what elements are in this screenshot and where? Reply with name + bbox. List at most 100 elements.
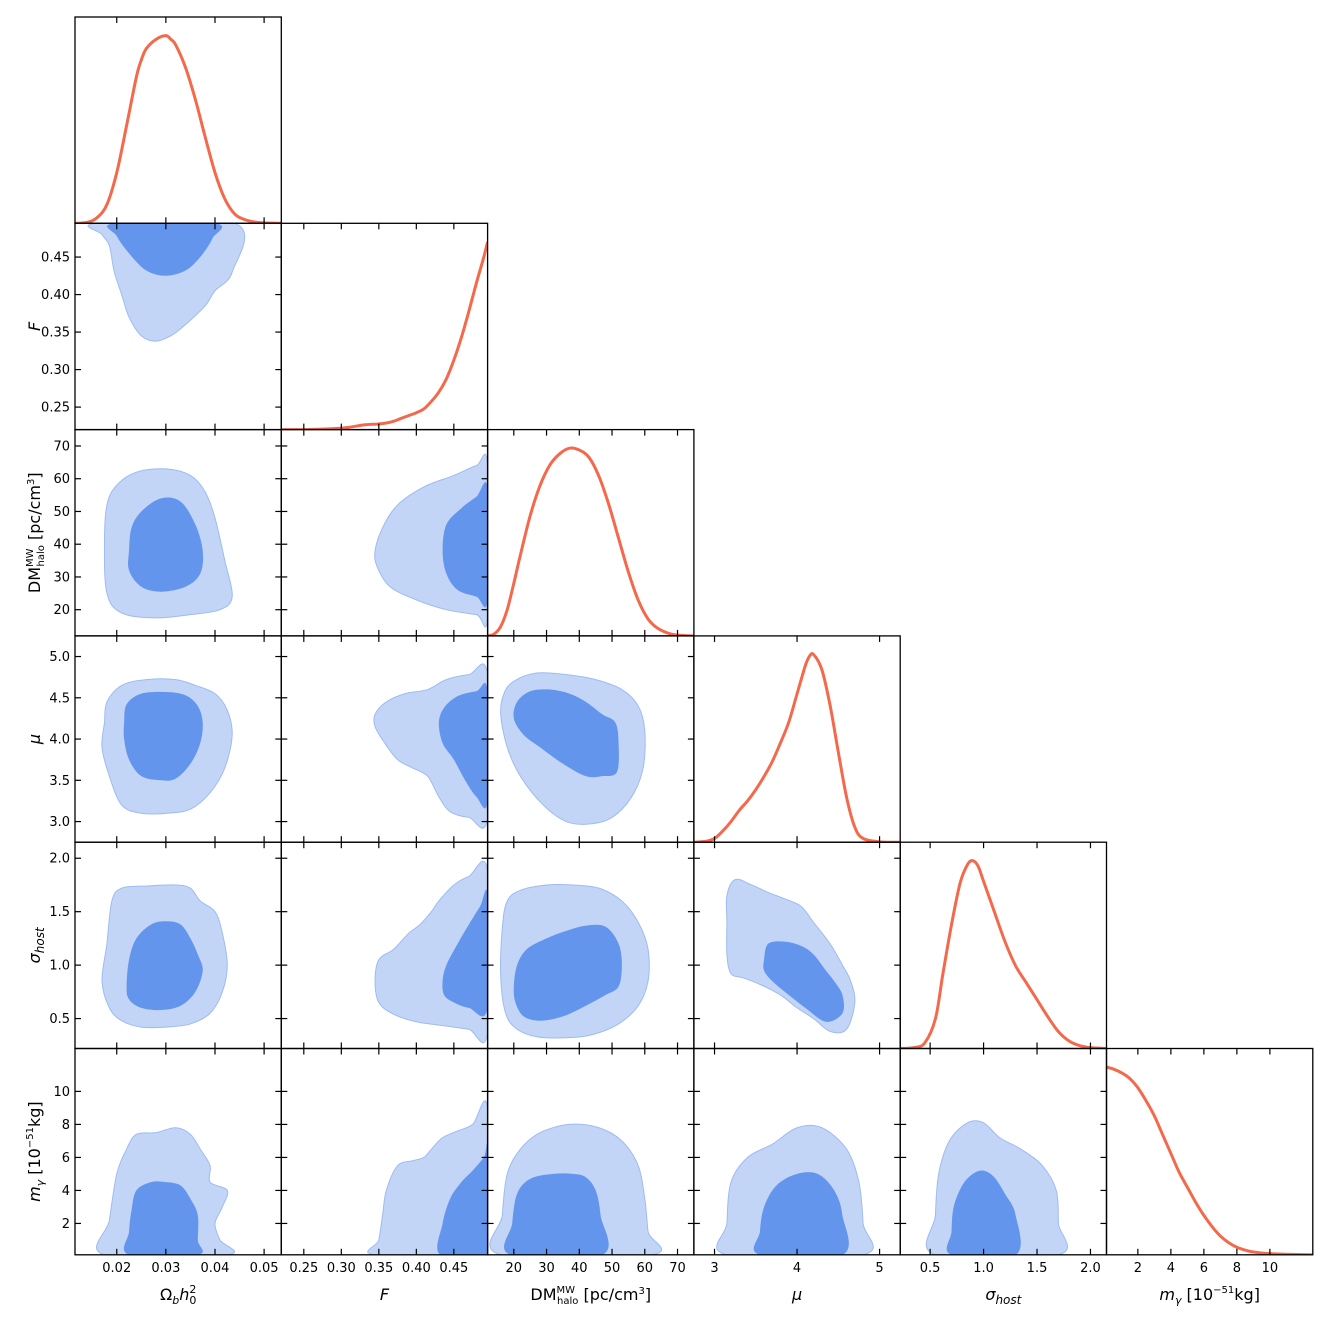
contour-inner-mgamma-sigma — [946, 1170, 1021, 1255]
x-axis-label-mu: μ — [791, 1285, 802, 1304]
marginal-panel-mgamma — [1106, 1065, 1313, 1255]
y-tick-label-sigma: 1.5 — [49, 905, 70, 920]
x-tick-label-F: 0.35 — [364, 1261, 393, 1276]
contour-panel-dm-vs-F — [374, 453, 488, 628]
y-tick-label-F: 0.30 — [41, 363, 70, 378]
contour-inner-sigma-F — [442, 889, 488, 1017]
contour-inner-mgamma-omega — [123, 1181, 203, 1255]
contour-panel-mgamma-vs-mu — [716, 1124, 874, 1255]
marginal-panel-dm — [487, 446, 694, 636]
contour-panel-sigma-vs-mu — [725, 878, 856, 1034]
contour-panel-F-vs-omega — [87, 223, 246, 342]
y-tick-label-F: 0.45 — [41, 251, 70, 266]
y-tick-label-F: 0.35 — [41, 326, 70, 341]
x-tick-label-dm: 20 — [506, 1261, 523, 1276]
contour-panel-dm-vs-omega — [103, 468, 233, 619]
panel-frame-3-3 — [693, 635, 901, 843]
contour-inner-dm-F — [442, 482, 488, 608]
contour-panel-mgamma-vs-F — [367, 1100, 488, 1255]
y-axis-label-mu: μ — [25, 734, 44, 745]
x-tick-label-dm: 40 — [571, 1261, 588, 1276]
contour-panel-sigma-vs-F — [374, 861, 488, 1043]
y-tick-label-dm: 50 — [53, 505, 70, 520]
x-tick-label-mgamma: 10 — [1262, 1261, 1279, 1276]
contour-inner-mgamma-dm — [504, 1173, 609, 1255]
y-tick-label-mu: 3.0 — [49, 815, 70, 830]
x-axis-label-mgamma: mγ [10−51kg] — [1159, 1285, 1260, 1307]
x-tick-label-omega: 0.02 — [102, 1261, 131, 1276]
marginal-curve-sigma — [900, 859, 1107, 1049]
y-tick-label-F: 0.40 — [41, 288, 70, 303]
y-tick-label-F: 0.25 — [41, 401, 70, 416]
marginal-panel-F — [281, 241, 488, 430]
contour-inner-F-omega — [107, 223, 223, 276]
y-axis-label-sigma: σhost — [25, 926, 47, 963]
contour-panel-sigma-vs-dm — [500, 883, 650, 1039]
y-tick-label-mgamma: 4 — [62, 1184, 70, 1199]
contour-outer-F-omega — [87, 223, 246, 342]
x-axis-label-dm: DMMW halo [pc/cm3] — [530, 1285, 651, 1307]
marginal-curve-omega — [75, 34, 282, 224]
marginal-panel-mu — [693, 652, 901, 843]
y-tick-label-sigma: 0.5 — [49, 1012, 70, 1027]
contour-panel-mu-vs-omega — [101, 678, 233, 815]
y-axis-label-mgamma: mγ [10−51kg] — [25, 1101, 47, 1202]
y-tick-label-dm: 30 — [53, 570, 70, 585]
contour-inner-sigma-omega — [126, 921, 203, 1011]
x-tick-label-sigma: 1.5 — [1027, 1261, 1048, 1276]
contour-inner-sigma-mu — [763, 941, 845, 1022]
x-tick-label-dm: 70 — [669, 1261, 686, 1276]
x-tick-label-dm: 50 — [604, 1261, 621, 1276]
marginal-panel-sigma — [900, 859, 1107, 1049]
y-tick-label-mgamma: 2 — [62, 1217, 70, 1232]
x-tick-label-F: 0.45 — [439, 1261, 468, 1276]
x-tick-label-mgamma: 6 — [1200, 1261, 1208, 1276]
y-tick-label-sigma: 1.0 — [49, 959, 70, 974]
y-tick-label-sigma: 2.0 — [49, 852, 70, 867]
y-tick-label-mgamma: 10 — [53, 1085, 70, 1100]
marginal-panel-omega — [75, 34, 282, 224]
contour-inner-dm-omega — [128, 497, 204, 592]
contour-panel-mu-vs-F — [373, 663, 488, 829]
x-tick-label-mgamma: 2 — [1134, 1261, 1142, 1276]
x-tick-label-sigma: 2.0 — [1080, 1261, 1101, 1276]
panel-frame-4-4 — [899, 841, 1108, 1050]
y-tick-label-dm: 40 — [53, 538, 70, 553]
y-axis-label-F: F — [25, 321, 44, 331]
contour-panel-sigma-vs-omega — [101, 884, 228, 1029]
contour-inner-mu-dm — [513, 689, 619, 778]
contour-inner-mu-F — [438, 682, 488, 809]
marginal-curve-mu — [693, 652, 901, 843]
x-tick-label-mu: 5 — [875, 1261, 883, 1276]
marginal-curve-F — [281, 241, 488, 430]
contour-inner-mgamma-mu — [753, 1172, 849, 1255]
x-tick-label-omega: 0.03 — [151, 1261, 180, 1276]
y-tick-label-dm: 70 — [53, 439, 70, 454]
x-tick-label-dm: 60 — [637, 1261, 654, 1276]
x-tick-label-F: 0.40 — [402, 1261, 431, 1276]
contour-panel-mgamma-vs-sigma — [925, 1120, 1068, 1255]
x-tick-label-omega: 0.04 — [201, 1261, 230, 1276]
marginal-curve-mgamma — [1106, 1065, 1313, 1255]
x-tick-label-mu: 4 — [793, 1261, 801, 1276]
x-tick-label-mgamma: 4 — [1167, 1261, 1175, 1276]
x-axis-label-F: F — [380, 1285, 390, 1304]
x-tick-label-mu: 3 — [710, 1261, 718, 1276]
x-axis-label-omega: Ωbh2 0 — [160, 1283, 196, 1307]
y-axis-label-dm: DMMWhalo [pc/cm3] — [25, 472, 47, 593]
contour-panel-mu-vs-dm — [500, 672, 646, 825]
x-tick-label-F: 0.25 — [289, 1261, 318, 1276]
y-tick-label-mu: 4.0 — [49, 733, 70, 748]
y-tick-label-mu: 3.5 — [49, 774, 70, 789]
marginal-curve-dm — [487, 446, 694, 636]
x-tick-label-sigma: 1.0 — [973, 1261, 994, 1276]
x-tick-label-omega: 0.05 — [250, 1261, 279, 1276]
panel-frame-1-1 — [280, 222, 489, 431]
x-axis-label-sigma: σhost — [985, 1285, 1022, 1307]
panel-frame-5-5 — [1105, 1047, 1314, 1256]
y-tick-label-dm: 20 — [53, 603, 70, 618]
x-tick-label-mgamma: 8 — [1233, 1261, 1241, 1276]
contour-panel-mgamma-vs-omega — [96, 1127, 236, 1255]
y-tick-label-mgamma: 6 — [62, 1151, 70, 1166]
